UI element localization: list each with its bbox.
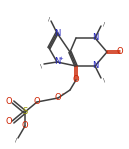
Text: O: O <box>55 94 61 103</box>
Text: /: / <box>15 138 17 142</box>
Text: /: / <box>48 17 50 21</box>
Text: O: O <box>22 121 28 131</box>
Text: O: O <box>6 118 12 127</box>
Text: O: O <box>73 76 79 84</box>
Text: S: S <box>22 107 28 117</box>
Text: O: O <box>117 48 123 56</box>
Text: N: N <box>92 62 98 70</box>
Text: -: - <box>62 91 64 97</box>
Text: O: O <box>34 97 40 107</box>
Text: N: N <box>92 34 98 42</box>
Text: N: N <box>54 58 60 66</box>
Text: N: N <box>54 28 60 38</box>
Text: \: \ <box>40 63 42 69</box>
Text: \: \ <box>103 77 105 83</box>
Text: O: O <box>6 97 12 107</box>
Text: /: / <box>103 21 105 27</box>
Text: +: + <box>59 55 63 60</box>
